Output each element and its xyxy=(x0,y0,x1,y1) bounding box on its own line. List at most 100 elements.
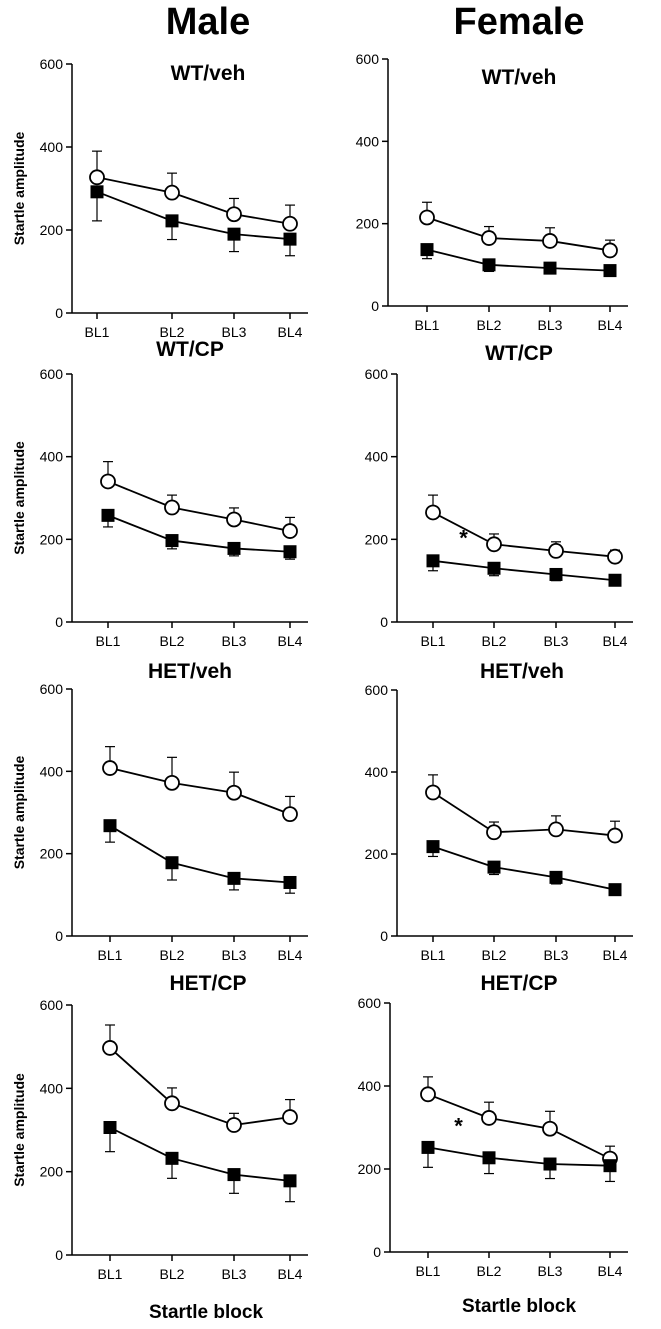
data-point-circle xyxy=(419,209,435,226)
data-point-square xyxy=(608,573,622,587)
y-tick-label: 400 xyxy=(40,449,64,465)
series-line-filled-square xyxy=(432,559,616,582)
x-tick-label: BL1 xyxy=(416,1263,441,1279)
panel-title: WT/veh xyxy=(482,66,557,89)
y-axis-label: Startle amplitude xyxy=(11,441,27,555)
data-point-square xyxy=(165,856,179,870)
data-point-square xyxy=(283,1174,297,1188)
data-point-circle xyxy=(425,784,441,801)
data-point-circle xyxy=(542,1120,558,1137)
y-tick-label: 0 xyxy=(55,614,63,630)
data-point-square xyxy=(103,819,117,833)
panel-title: WT/CP xyxy=(485,342,553,365)
panel-female-het-veh: HET/veh 0 200 400 600 BL1 BL2 BL3 BL4 xyxy=(365,660,633,963)
y-tick-label: 200 xyxy=(358,1161,382,1177)
data-point-square xyxy=(603,264,617,278)
series-line-open-circle xyxy=(96,176,291,225)
data-point-circle xyxy=(164,774,180,791)
series-line-open-circle xyxy=(426,216,611,252)
data-point-circle xyxy=(602,242,618,259)
x-tick-label: BL3 xyxy=(222,324,247,340)
x-tick-label: BL4 xyxy=(278,1266,303,1282)
series-line-filled-square xyxy=(426,248,611,272)
x-axis-label: Startle block xyxy=(149,1302,263,1323)
data-point-square xyxy=(543,1157,557,1171)
data-point-square xyxy=(608,883,622,897)
x-tick-label: BL1 xyxy=(98,947,123,963)
data-point-square xyxy=(482,258,496,272)
y-tick-label: 600 xyxy=(40,56,64,72)
significance-asterisk: * xyxy=(454,1113,463,1138)
panel-title: HET/CP xyxy=(480,972,557,995)
series-line-open-circle xyxy=(109,767,291,815)
panel-male-wt-veh: WT/veh 0 200 400 600 BL1 BL2 BL3 BL4 Startle ampl… xyxy=(11,56,308,340)
series-line-filled-square xyxy=(96,190,291,241)
y-tick-label: 400 xyxy=(40,763,64,779)
series-line-filled-square xyxy=(107,514,291,553)
data-point-circle xyxy=(226,784,242,801)
x-tick-label: BL3 xyxy=(222,1266,247,1282)
data-point-circle xyxy=(486,824,502,841)
series-line-filled-square xyxy=(109,1126,291,1182)
data-point-circle xyxy=(486,536,502,553)
data-point-circle xyxy=(226,511,242,528)
y-tick-label: 200 xyxy=(40,531,64,547)
data-point-circle xyxy=(481,1110,497,1126)
x-tick-label: BL4 xyxy=(603,947,628,963)
y-tick-label: 600 xyxy=(356,51,380,67)
x-tick-label: BL2 xyxy=(160,1266,185,1282)
data-point-square xyxy=(165,1151,179,1165)
x-tick-label: BL3 xyxy=(538,317,563,333)
data-point-circle xyxy=(164,1095,180,1112)
panel-female-het-cp: HET/CP 0 200 400 600 BL1 BL2 BL3 BL4 Startle bloc… xyxy=(358,972,628,1317)
panel-male-wt-cp: WT/CP 0 200 400 600 BL1 BL2 BL3 BL4 Startle ampli… xyxy=(11,338,308,649)
data-point-circle xyxy=(548,543,564,559)
data-point-circle xyxy=(164,184,180,201)
x-tick-label: BL4 xyxy=(598,1263,623,1279)
data-point-circle xyxy=(282,1109,298,1125)
column-title-female: Female xyxy=(454,1,585,43)
data-point-square xyxy=(487,860,501,874)
y-tick-label: 600 xyxy=(358,995,382,1011)
data-point-square xyxy=(227,1168,241,1182)
column-title-male: Male xyxy=(166,1,250,43)
data-point-circle xyxy=(282,806,298,823)
x-tick-label: BL1 xyxy=(415,317,440,333)
y-axis-label: Startle amplitude xyxy=(11,756,27,870)
data-point-square xyxy=(549,567,563,581)
data-point-square xyxy=(426,554,440,568)
y-tick-label: 400 xyxy=(358,1078,382,1094)
x-tick-label: BL2 xyxy=(482,947,507,963)
x-tick-label: BL4 xyxy=(598,317,623,333)
x-axis-label: Startle block xyxy=(462,1296,576,1317)
data-point-square xyxy=(165,534,179,548)
y-tick-label: 0 xyxy=(55,305,63,321)
panel-title: HET/veh xyxy=(148,660,232,683)
x-tick-label: BL1 xyxy=(85,324,110,340)
data-point-square xyxy=(283,232,297,246)
x-tick-label: BL1 xyxy=(96,633,121,649)
y-tick-label: 200 xyxy=(40,222,64,238)
data-point-circle xyxy=(100,473,116,490)
data-point-square xyxy=(227,871,241,885)
series-line-filled-square xyxy=(427,1146,611,1167)
significance-asterisk: * xyxy=(459,525,468,550)
data-point-circle xyxy=(420,1086,436,1103)
data-point-square xyxy=(549,870,563,884)
x-tick-label: BL2 xyxy=(160,633,185,649)
y-tick-label: 200 xyxy=(40,846,64,862)
x-tick-label: BL3 xyxy=(544,947,569,963)
data-point-square xyxy=(482,1151,496,1165)
x-tick-label: BL2 xyxy=(482,633,507,649)
y-tick-label: 0 xyxy=(373,1244,381,1260)
y-tick-label: 400 xyxy=(356,133,380,149)
data-point-circle xyxy=(164,499,180,516)
data-point-circle xyxy=(282,523,298,539)
x-tick-label: BL3 xyxy=(222,947,247,963)
panel-male-het-cp: HET/CP 0 200 400 600 BL1 BL2 BL3 BL4 Startle ampl… xyxy=(11,972,308,1323)
y-tick-label: 200 xyxy=(365,846,389,862)
x-tick-label: BL1 xyxy=(421,947,446,963)
panel-female-wt-cp: WT/CP 0 200 400 600 BL1 BL2 BL3 BL4 * xyxy=(365,342,633,649)
data-point-circle xyxy=(548,821,564,838)
